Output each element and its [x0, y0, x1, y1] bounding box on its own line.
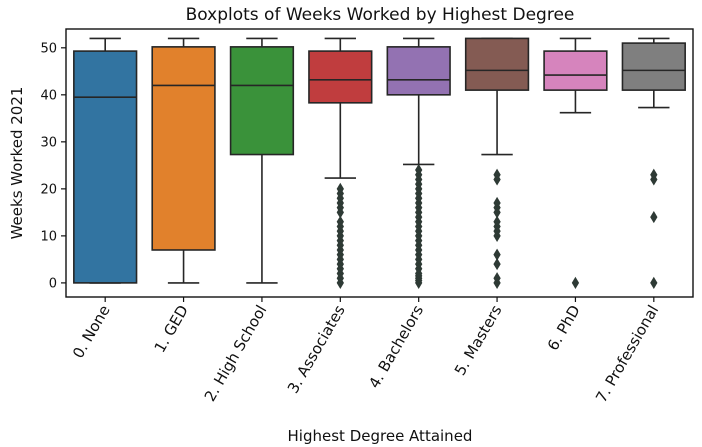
outlier-point [415, 163, 423, 177]
x-tick-label: 5. Masters [451, 302, 506, 379]
y-tick-label: 10 [40, 229, 57, 244]
iqr-box [229, 46, 295, 156]
y-tick-label: 20 [40, 182, 57, 197]
outlier-point [336, 182, 344, 195]
iqr-box [464, 37, 530, 91]
box-group [308, 37, 373, 289]
iqr-box [543, 50, 608, 91]
y-tick-label: 40 [40, 88, 57, 103]
x-tick-label: 3. Associates [284, 302, 349, 397]
box-group [621, 37, 686, 289]
x-tick-label: 7. Professional [592, 302, 662, 406]
box-group [73, 37, 138, 284]
outlier-point [493, 215, 501, 228]
outlier-point [336, 215, 344, 228]
chart-title: Boxplots of Weeks Worked by Highest Degr… [186, 5, 575, 25]
outlier-point [650, 168, 658, 181]
box-group [229, 37, 295, 284]
iqr-box [386, 46, 451, 96]
y-tick-label: 30 [40, 135, 57, 150]
outlier-point [493, 272, 501, 285]
outlier-point [493, 248, 501, 261]
iqr-box [308, 50, 373, 104]
outlier-point [571, 276, 580, 289]
iqr-box [151, 46, 216, 251]
x-tick-label: 2. High School [201, 302, 271, 405]
iqr-box [73, 50, 138, 284]
plot-frame [65, 28, 694, 298]
x-tick-label: 4. Bachelors [365, 302, 427, 392]
box-group [386, 37, 451, 289]
box-group [151, 37, 216, 284]
y-axis-ticks: 0 10 20 30 40 50 [40, 41, 66, 291]
outlier-point [493, 168, 501, 181]
box-series [73, 37, 686, 289]
outlier-point [650, 210, 658, 224]
outlier-point [493, 258, 501, 271]
box-group [543, 37, 608, 289]
x-axis-ticks: 0. None 1. GED 2. High School 3. Associates… [69, 297, 662, 406]
iqr-box [621, 42, 686, 91]
x-tick-label: 0. None [69, 302, 114, 361]
box-group [464, 37, 530, 289]
x-tick-label: 1. GED [151, 302, 192, 356]
y-tick-label: 50 [40, 41, 57, 56]
y-axis-label: Weeks Worked 2021 [8, 87, 26, 240]
y-tick-label: 0 [49, 276, 57, 291]
outlier-point [650, 276, 658, 289]
outlier-point [493, 196, 501, 210]
x-axis-label: Highest Degree Attained [288, 427, 473, 445]
x-tick-label: 6. PhD [544, 302, 584, 354]
